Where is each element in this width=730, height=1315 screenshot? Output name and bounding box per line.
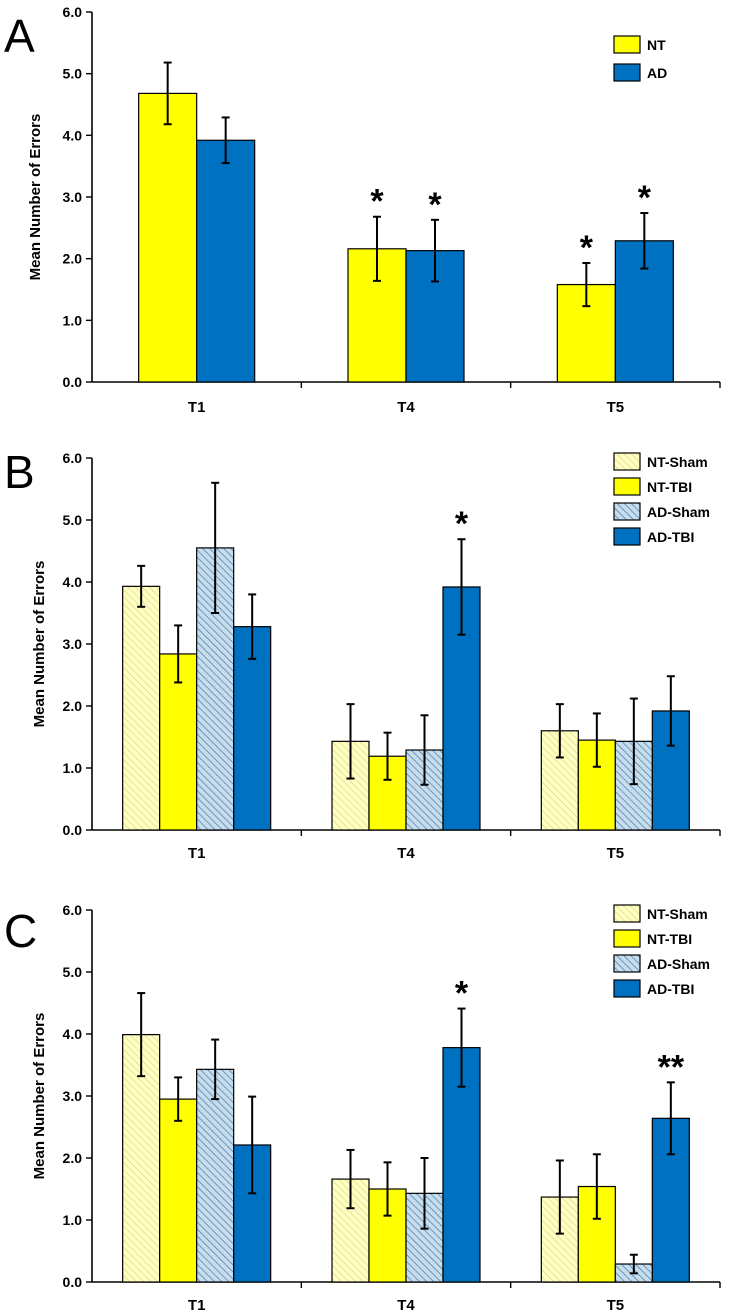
x-tick-label: T1 [188,845,206,862]
legend-label: AD-Sham [647,956,710,972]
legend-label: AD [647,65,667,81]
panel-b: B Mean Number of Errors 0.0 1.0 2.0 3.0 4.0 5.0… [4,446,721,862]
y-tick-label: 0.0 [63,374,83,390]
legend-swatch-nt-sham [613,452,641,471]
x-tick-label: T4 [397,845,415,862]
y-tick-label: 6.0 [63,4,83,20]
y-tick-label: 2.0 [63,251,83,267]
y-tick-label: 3.0 [63,189,83,205]
y-axis-label: Mean Number of Errors [31,1013,48,1180]
bar-ad-tbi-t1 [233,626,272,831]
y-tick-label: 1.0 [63,1212,83,1228]
y-tick-label: 2.0 [63,1150,83,1166]
panel-c: C Mean Number of Errors 0.0 1.0 2.0 3.0 4.0 5.0… [4,902,721,1314]
y-tick-label: 4.0 [63,1026,83,1042]
panel-letter: A [4,10,35,62]
legend-swatch-nt-tbi [613,477,641,496]
legend-swatch-ad [613,63,641,82]
y-tick-label: 1.0 [63,760,83,776]
panel-letter: C [4,905,37,957]
y-tick-label: 5.0 [63,964,83,980]
legend-swatch-ad-sham [613,954,641,973]
legend-swatch-nt [613,35,641,54]
x-tick-label: T5 [607,399,625,416]
bar-nt-sham-t4 [331,740,370,831]
legend-label: NT-Sham [647,906,708,922]
y-tick-label: 6.0 [63,450,83,466]
legend-swatch-ad-tbi [613,527,641,546]
legend-label: NT-TBI [647,931,692,947]
legend-label: NT-Sham [647,454,708,470]
y-tick-label: 5.0 [63,512,83,528]
significance-marker: ** [658,1048,685,1086]
y-axis-label: Mean Number of Errors [31,561,48,728]
x-tick-label: T5 [607,1297,625,1314]
x-tick-label: T5 [607,845,625,862]
bar-nt-tbi-t1 [159,1098,198,1283]
x-tick-label: T1 [188,399,206,416]
x-tick-label: T4 [397,1297,415,1314]
bar-nt-t1 [138,92,198,383]
significance-marker: * [455,975,469,1013]
legend-swatch-nt-sham [613,904,641,923]
bar-nt-sham-t1 [122,585,161,831]
bar-ad-t1 [196,139,256,383]
y-tick-label: 0.0 [63,1274,83,1290]
legend-label: NT-TBI [647,479,692,495]
y-tick-label: 1.0 [63,312,83,328]
y-tick-label: 6.0 [63,902,83,918]
significance-marker: * [638,179,652,217]
legend-label: NT [647,37,666,53]
legend-label: AD-Sham [647,504,710,520]
y-tick-label: 0.0 [63,822,83,838]
significance-marker: * [455,505,469,543]
y-tick-label: 4.0 [63,127,83,143]
x-tick-label: T4 [397,399,415,416]
legend-swatch-ad-sham [613,502,641,521]
y-tick-label: 5.0 [63,66,83,82]
legend-swatch-ad-tbi [613,979,641,998]
y-tick-label: 4.0 [63,574,83,590]
panel-a: A Mean Number of Errors 0.0 1.0 2.0 3.0 4.0 5.0… [4,4,721,416]
x-tick-label: T1 [188,1297,206,1314]
legend-label: AD-TBI [647,981,694,997]
legend-label: AD-TBI [647,529,694,545]
bar-ad-sham-t1 [196,1068,235,1283]
panel-letter: B [4,446,35,498]
significance-marker: * [370,183,384,221]
y-tick-label: 3.0 [63,1088,83,1104]
y-axis-label: Mean Number of Errors [27,114,44,281]
legend-swatch-nt-tbi [613,929,641,948]
y-tick-label: 3.0 [63,636,83,652]
significance-marker: * [580,229,594,267]
significance-marker: * [428,186,442,224]
y-tick-label: 2.0 [63,698,83,714]
